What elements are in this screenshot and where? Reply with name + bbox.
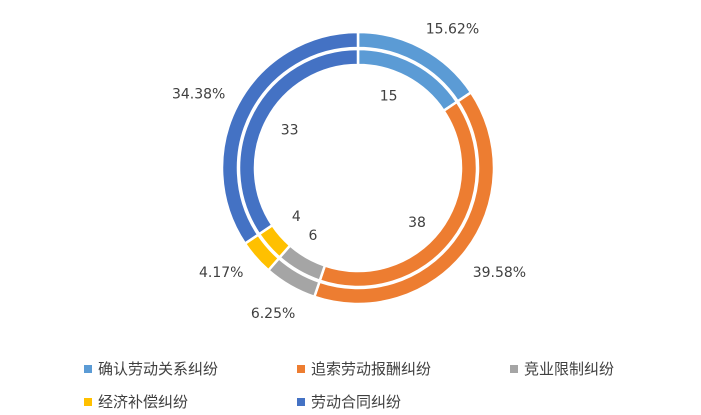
legend-item-confirm-labor-relation[interactable]: 确认劳动关系纠纷 xyxy=(84,358,218,379)
inner-data-label-3: 4 xyxy=(292,209,301,225)
legend-swatch xyxy=(84,397,92,406)
inner-slice-4[interactable] xyxy=(237,47,360,236)
legend-item-labor-contract[interactable]: 劳动合同纠纷 xyxy=(297,391,401,412)
legend-label: 确认劳动关系纠纷 xyxy=(98,360,219,378)
outer-ring xyxy=(220,30,496,306)
outer-data-label-3: 4.17% xyxy=(199,265,243,281)
legend-item-economic-compensation[interactable]: 经济补偿纠纷 xyxy=(84,391,188,412)
legend-swatch xyxy=(297,397,305,406)
legend-swatch xyxy=(84,364,92,373)
legend-item-recover-labor-pay[interactable]: 追索劳动报酬纠纷 xyxy=(297,358,431,379)
inner-data-label-1: 38 xyxy=(408,215,426,231)
outer-data-label-0: 15.62% xyxy=(426,22,479,38)
legend-item-non-compete[interactable]: 竞业限制纠纷 xyxy=(510,358,614,379)
outer-data-label-4: 34.38% xyxy=(172,87,225,103)
legend-swatch xyxy=(510,364,518,373)
legend-label: 劳动合同纠纷 xyxy=(311,393,402,411)
legend-label: 追索劳动报酬纠纷 xyxy=(311,360,432,378)
data-labels: 15.62% 39.58% 6.25% 4.17% 34.38% 15 38 64 33 xyxy=(172,22,526,322)
outer-data-label-1: 39.58% xyxy=(473,265,526,281)
legend-label: 经济补偿纠纷 xyxy=(98,393,189,411)
legend-swatch xyxy=(297,364,305,373)
inner-data-label-4: 33 xyxy=(281,122,299,138)
inner-data-label-0: 15 xyxy=(380,89,398,105)
inner-ring xyxy=(237,47,479,289)
inner-data-label-2: 6 xyxy=(309,228,318,244)
legend-label: 竞业限制纠纷 xyxy=(524,360,615,378)
outer-data-label-2: 6.25% xyxy=(251,306,295,322)
